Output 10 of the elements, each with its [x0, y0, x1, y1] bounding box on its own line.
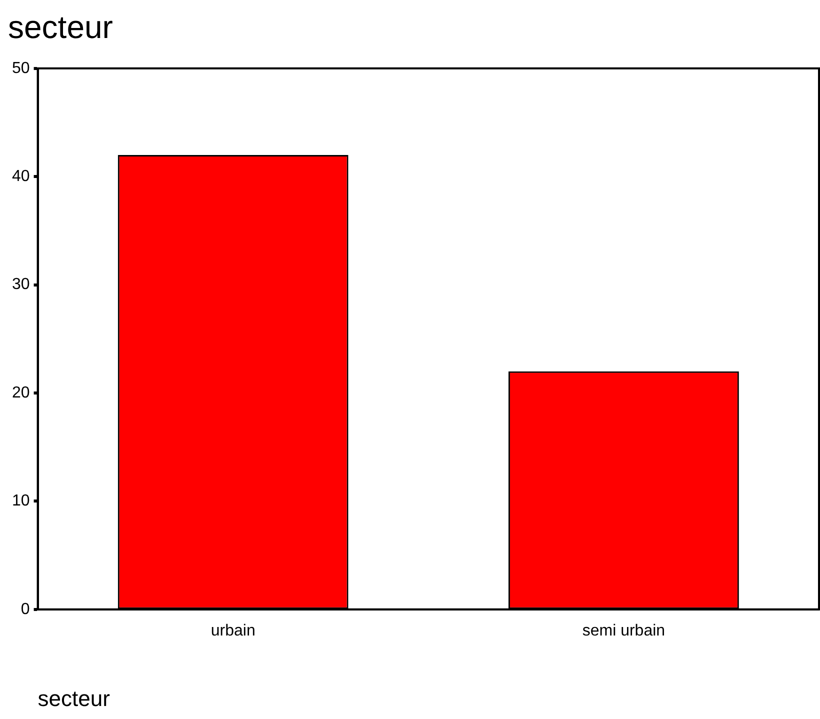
- chart-title: secteur: [8, 9, 114, 46]
- x-tick-label: semi urbain: [582, 622, 666, 640]
- y-tick-label: 10: [12, 492, 30, 510]
- y-tick-label: 40: [12, 168, 30, 186]
- y-tick-label: 20: [12, 384, 30, 402]
- x-tick-label: urbain: [210, 622, 256, 640]
- y-tick-label: 50: [12, 60, 30, 77]
- y-tick-label: 0: [20, 600, 30, 618]
- y-tick-label: 30: [12, 276, 30, 294]
- x-axis-title: secteur: [38, 686, 110, 711]
